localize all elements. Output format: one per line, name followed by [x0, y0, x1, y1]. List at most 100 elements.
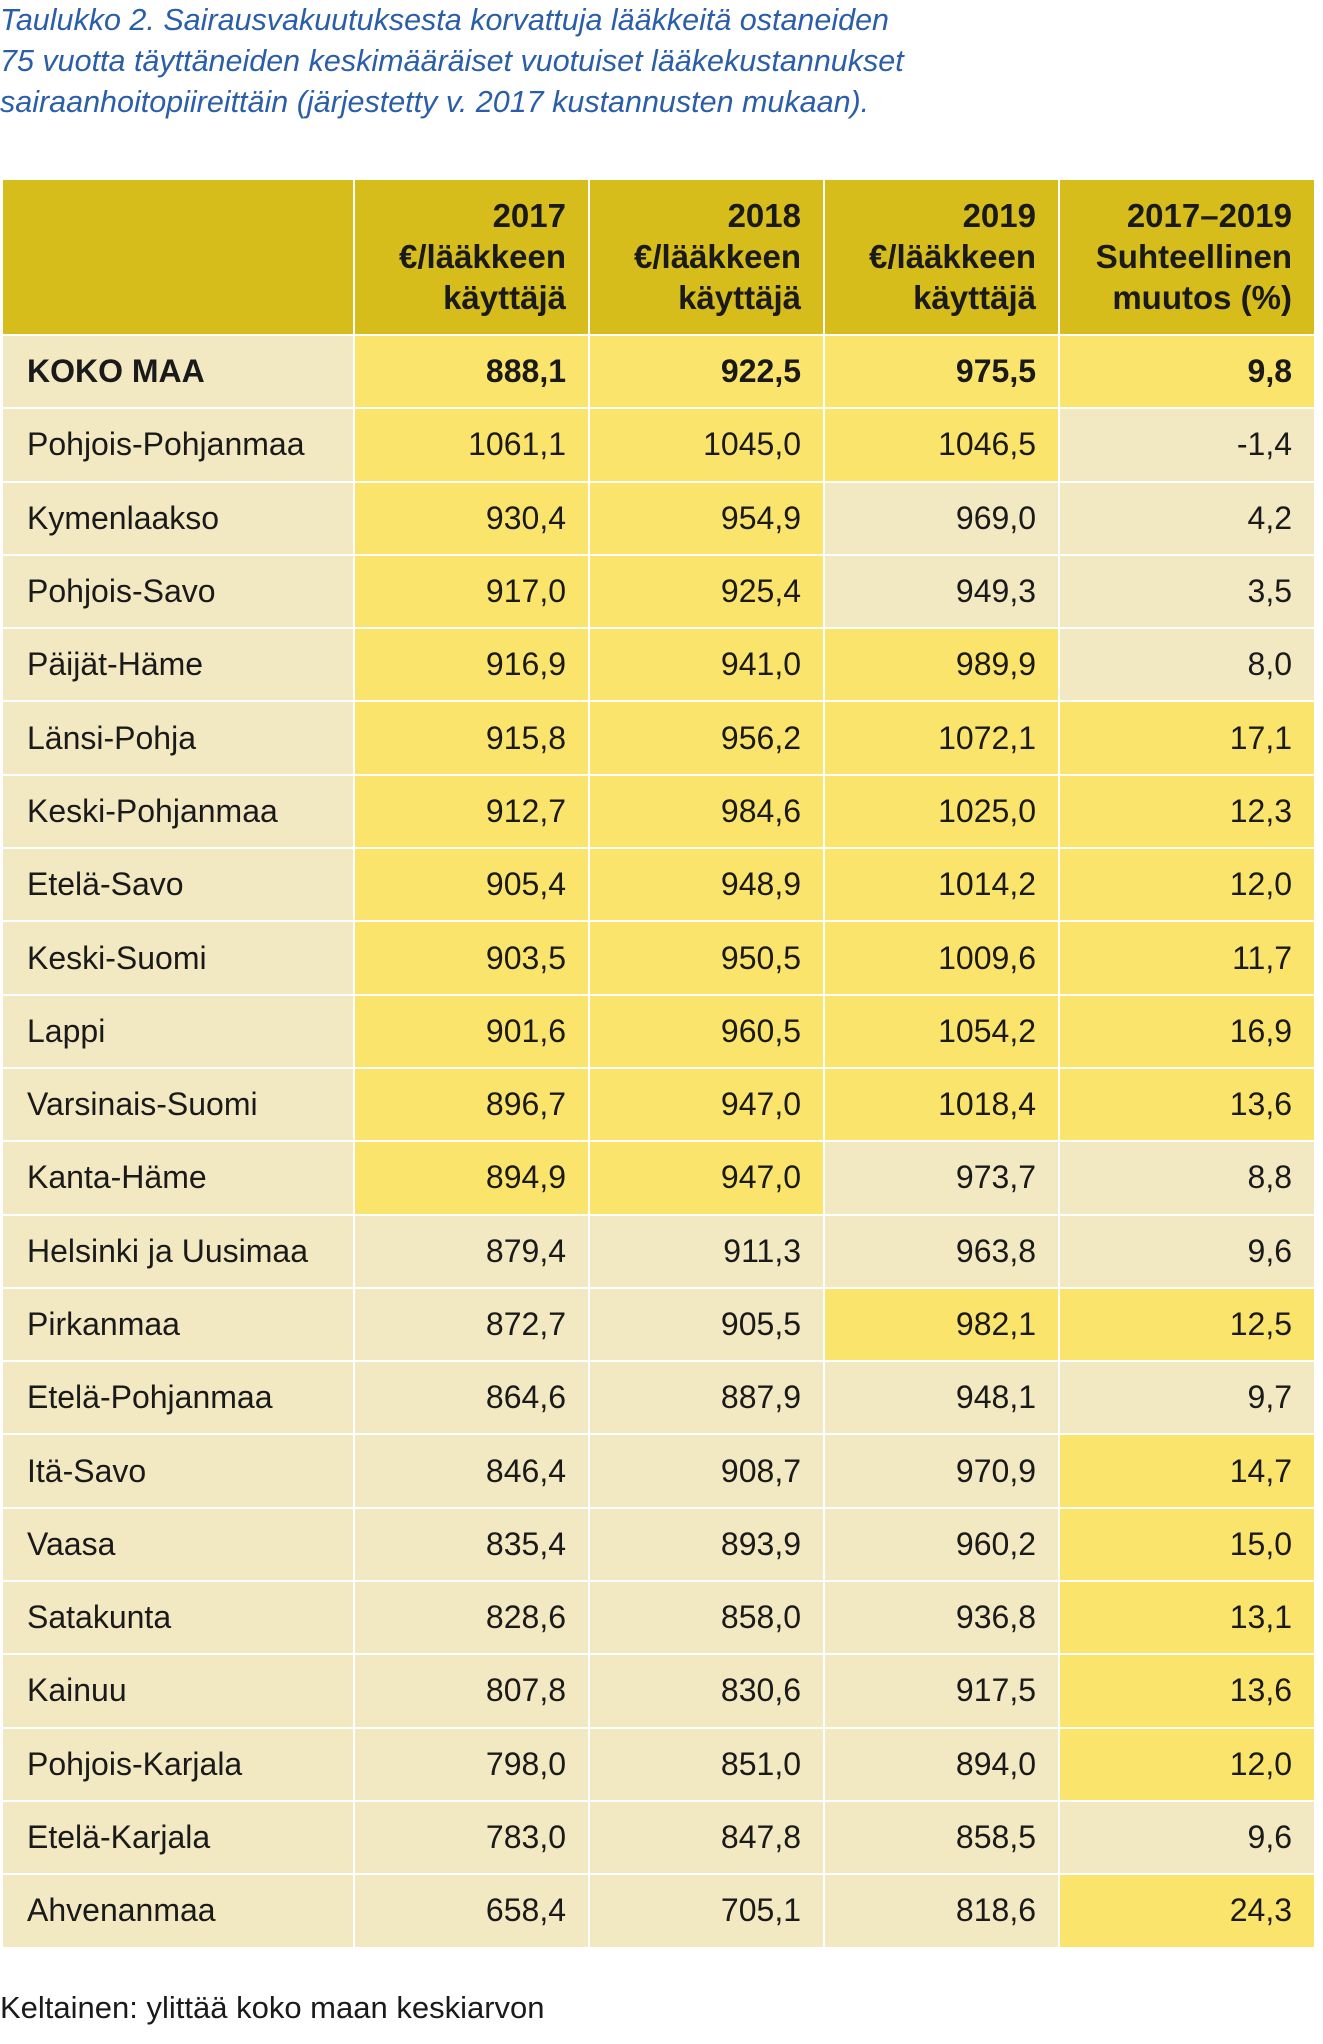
region-name-cell: Pirkanmaa [1, 1286, 355, 1363]
table-row: Länsi-Pohja 915,8 956,2 1072,1 17,1 [1, 700, 1316, 776]
value-cell: 888,1 [353, 333, 590, 410]
value-cell: 9,7 [1058, 1360, 1316, 1436]
header-line: käyttäjä [443, 279, 566, 316]
value-cell: 930,4 [353, 480, 590, 556]
value-cell: 11,7 [1058, 920, 1316, 996]
value-cell: 9,6 [1058, 1799, 1316, 1876]
value-cell: 783,0 [353, 1799, 590, 1876]
header-line: 2017–2019 [1126, 197, 1292, 234]
value-cell: 894,9 [353, 1140, 590, 1216]
header-cell-change: 2017–2019 Suhteellinen muutos (%) [1058, 178, 1316, 336]
value-cell: 798,0 [353, 1726, 590, 1802]
table-row: Itä-Savo 846,4 908,7 970,9 14,7 [1, 1433, 1316, 1509]
value-cell: 1072,1 [823, 700, 1060, 776]
value-cell: 970,9 [823, 1433, 1060, 1509]
header-line: 2019 [962, 197, 1036, 234]
region-name-cell: Päijät-Häme [1, 627, 355, 703]
table-row: Päijät-Häme 916,9 941,0 989,9 8,0 [1, 627, 1316, 703]
header-line: muutos (%) [1112, 279, 1292, 316]
value-cell: 17,1 [1058, 700, 1316, 776]
value-cell: 846,4 [353, 1433, 590, 1509]
header-cell-2018: 2018 €/lääkkeen käyttäjä [588, 178, 825, 336]
region-name-cell: Satakunta [1, 1580, 355, 1656]
value-cell: 24,3 [1058, 1873, 1316, 1949]
value-cell: 1061,1 [353, 407, 590, 483]
header-line: €/lääkkeen [869, 238, 1036, 275]
value-cell: 12,0 [1058, 1726, 1316, 1802]
value-cell: 16,9 [1058, 993, 1316, 1069]
region-name-cell: Etelä-Savo [1, 847, 355, 923]
table-row: Satakunta 828,6 858,0 936,8 13,1 [1, 1580, 1316, 1656]
value-cell: 893,9 [588, 1506, 825, 1583]
value-cell: 947,0 [588, 1140, 825, 1216]
table-row: Keski-Pohjanmaa 912,7 984,6 1025,0 12,3 [1, 773, 1316, 850]
table-row: Etelä-Pohjanmaa 864,6 887,9 948,1 9,7 [1, 1360, 1316, 1436]
region-name-cell: Keski-Pohjanmaa [1, 773, 355, 850]
value-cell: 917,0 [353, 553, 590, 630]
value-cell: 12,3 [1058, 773, 1316, 850]
value-cell: 912,7 [353, 773, 590, 850]
value-cell: 8,0 [1058, 627, 1316, 703]
table-caption: Taulukko 2. Sairausvakuutuksesta korvatt… [0, 0, 1300, 123]
table-row: Vaasa 835,4 893,9 960,2 15,0 [1, 1506, 1316, 1583]
region-name-cell: Pohjois-Pohjanmaa [1, 407, 355, 483]
value-cell: 956,2 [588, 700, 825, 776]
value-cell: 879,4 [353, 1213, 590, 1289]
value-cell: 12,0 [1058, 847, 1316, 923]
value-cell: 9,8 [1058, 333, 1316, 410]
value-cell: 975,5 [823, 333, 1060, 410]
table-row: Etelä-Savo 905,4 948,9 1014,2 12,0 [1, 847, 1316, 923]
value-cell: 3,5 [1058, 553, 1316, 630]
value-cell: 1009,6 [823, 920, 1060, 996]
value-cell: 911,3 [588, 1213, 825, 1289]
value-cell: 705,1 [588, 1873, 825, 1949]
value-cell: 901,6 [353, 993, 590, 1069]
header-line: €/lääkkeen [399, 238, 566, 275]
value-cell: 15,0 [1058, 1506, 1316, 1583]
value-cell: 830,6 [588, 1653, 825, 1729]
value-cell: 963,8 [823, 1213, 1060, 1289]
value-cell: 847,8 [588, 1799, 825, 1876]
table-row: Kanta-Häme 894,9 947,0 973,7 8,8 [1, 1140, 1316, 1216]
value-cell: 894,0 [823, 1726, 1060, 1802]
cost-table: 2017 €/lääkkeen käyttäjä 2018 €/lääkkeen… [1, 178, 1316, 1949]
value-cell: 989,9 [823, 627, 1060, 703]
value-cell: 13,6 [1058, 1066, 1316, 1143]
header-line: Suhteellinen [1095, 238, 1292, 275]
value-cell: 917,5 [823, 1653, 1060, 1729]
region-name-cell: Lappi [1, 993, 355, 1069]
region-name-cell: Helsinki ja Uusimaa [1, 1213, 355, 1289]
value-cell: 960,5 [588, 993, 825, 1069]
caption-line: 75 vuotta täyttäneiden keskimääräiset vu… [0, 44, 904, 78]
value-cell: 941,0 [588, 627, 825, 703]
table-row-total: KOKO MAA 888,1 922,5 975,5 9,8 [1, 333, 1316, 410]
value-cell: 14,7 [1058, 1433, 1316, 1509]
value-cell: 984,6 [588, 773, 825, 850]
table-row: Kymenlaakso 930,4 954,9 969,0 4,2 [1, 480, 1316, 556]
value-cell: 896,7 [353, 1066, 590, 1143]
header-line: €/lääkkeen [634, 238, 801, 275]
value-cell: 903,5 [353, 920, 590, 996]
region-name-cell: Keski-Suomi [1, 920, 355, 996]
region-name-cell: Etelä-Karjala [1, 1799, 355, 1876]
value-cell: 807,8 [353, 1653, 590, 1729]
header-line: käyttäjä [913, 279, 1036, 316]
header-line: 2017 [492, 197, 566, 234]
table-row: Keski-Suomi 903,5 950,5 1009,6 11,7 [1, 920, 1316, 996]
value-cell: 950,5 [588, 920, 825, 996]
region-name-cell: Itä-Savo [1, 1433, 355, 1509]
region-name-cell: Kanta-Häme [1, 1140, 355, 1216]
header-line: 2018 [727, 197, 801, 234]
value-cell: 936,8 [823, 1580, 1060, 1656]
value-cell: 658,4 [353, 1873, 590, 1949]
header-line: käyttäjä [678, 279, 801, 316]
region-name-cell: Kymenlaakso [1, 480, 355, 556]
region-name-cell: Ahvenanmaa [1, 1873, 355, 1949]
value-cell: 1014,2 [823, 847, 1060, 923]
value-cell: 818,6 [823, 1873, 1060, 1949]
value-cell: 9,6 [1058, 1213, 1316, 1289]
table-row: Lappi 901,6 960,5 1054,2 16,9 [1, 993, 1316, 1069]
value-cell: 872,7 [353, 1286, 590, 1363]
value-cell: 1054,2 [823, 993, 1060, 1069]
header-row: 2017 €/lääkkeen käyttäjä 2018 €/lääkkeen… [1, 178, 1316, 336]
